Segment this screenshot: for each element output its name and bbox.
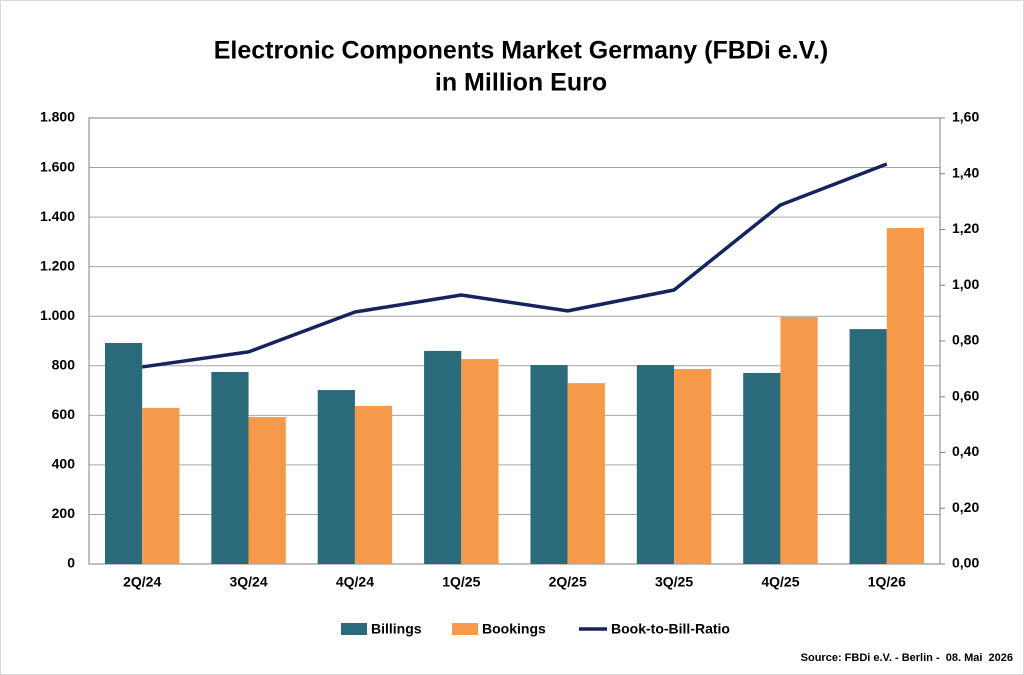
- line: [141, 162, 888, 369]
- legend-swatch: [341, 623, 367, 635]
- y-tick-label: 1.600: [40, 158, 75, 174]
- legend-label: Billings: [371, 621, 422, 637]
- x-tick-label: 3Q/24: [229, 574, 267, 590]
- bar: [849, 329, 887, 564]
- y-tick-label: 0: [67, 555, 75, 571]
- y2-tick-label: 0,40: [952, 443, 979, 459]
- bar: [248, 417, 286, 564]
- bar: [104, 342, 143, 564]
- y2-tick-label: 0,00: [952, 555, 979, 571]
- y2-tick-label: 0,20: [952, 499, 979, 515]
- y-tick-label: 200: [52, 505, 76, 521]
- y-tick-label: 400: [52, 456, 76, 472]
- bar: [317, 390, 355, 564]
- y-tick-label: 600: [52, 406, 76, 422]
- bar: [530, 365, 568, 564]
- source-note: Source: FBDi e.V. - Berlin - 08. Mai 202…: [801, 652, 1013, 664]
- bar: [424, 350, 462, 564]
- bar: [142, 407, 180, 564]
- y2-tick-label: 1,60: [952, 109, 979, 125]
- bar: [354, 405, 393, 564]
- y2-tick-label: 1,20: [952, 220, 979, 236]
- x-tick-label: 2Q/25: [549, 574, 587, 590]
- bar: [211, 371, 249, 564]
- y2-tick-label: 0,60: [952, 387, 979, 403]
- bar: [567, 383, 605, 564]
- legend-label: Bookings: [482, 621, 546, 637]
- chart-subtitle: in Million Euro: [435, 69, 607, 97]
- x-tick-label: 4Q/25: [761, 574, 799, 590]
- y-tick-label: 1.200: [40, 257, 75, 273]
- x-tick-label: 3Q/25: [655, 574, 693, 590]
- bar: [886, 228, 925, 564]
- y2-tick-label: 0,80: [952, 332, 979, 348]
- y-tick-label: 1.800: [40, 109, 75, 125]
- bar: [780, 316, 818, 564]
- x-tick-label: 1Q/25: [442, 574, 480, 590]
- x-tick-label: 1Q/26: [868, 574, 906, 590]
- bar: [743, 372, 781, 564]
- bar: [461, 359, 499, 564]
- chart-title: Electronic Components Market Germany (FB…: [214, 37, 829, 65]
- y-tick-label: 1.000: [40, 307, 75, 323]
- legend-label: Book-to-Bill-Ratio: [611, 621, 730, 637]
- y2-tick-label: 1,00: [952, 276, 979, 292]
- y-tick-label: 800: [52, 356, 76, 372]
- y2-tick-label: 1,40: [952, 164, 979, 180]
- x-tick-label: 2Q/24: [123, 574, 161, 590]
- bar: [674, 368, 712, 564]
- bar: [636, 365, 675, 564]
- y-tick-label: 1.400: [40, 208, 75, 224]
- x-tick-label: 4Q/24: [336, 574, 374, 590]
- plot-area: [88, 117, 941, 565]
- legend-swatch: [452, 623, 478, 635]
